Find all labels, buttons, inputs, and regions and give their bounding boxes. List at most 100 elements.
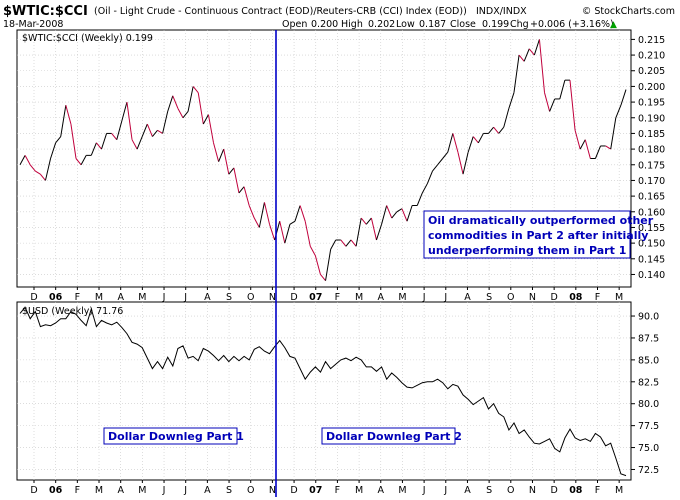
usd-x-tick-label: A [204,485,211,496]
ratio-segment [309,246,316,256]
usd-x-tick-label: A [464,485,471,496]
annotation-line-2: commodities in Part 2 after initially [428,229,648,242]
usd-x-tick-label: M [138,485,146,496]
chart-date: 18-Mar-2008 [3,19,63,30]
usd-legend: $USD (Weekly) 71.76 [22,306,123,317]
high-label: High [341,19,363,30]
ratio-segment [503,108,510,128]
ratio-gridlines [17,30,631,287]
usd-panel: 90.0 87.5 85.0 82.5 80.0 77.5 75.0 72.5 $USD (W… [16,301,659,481]
usd-y-tick-label: 90.0 [638,312,659,323]
ratio-segment [518,54,525,62]
ratio-segment [192,86,199,93]
usd-x-tick-label: J [443,485,447,496]
ratio-segment [90,142,97,156]
ratio-y-tick-label: 0.175 [638,160,665,171]
ratio-y-tick-label: 0.170 [638,176,665,187]
usd-x-tick-label: J [162,485,166,496]
ratio-panel: 0.215 0.210 0.205 0.200 0.195 0.190 0.185 0.180… [16,29,665,288]
ratio-segment [426,170,433,184]
ratio-y-tick-label: 0.205 [638,66,665,77]
ratio-segment [111,133,118,141]
ratio-segment [457,152,464,175]
symbol-title: $WTIC:$CCI [3,4,88,19]
ratio-segment [381,205,388,225]
usd-panel-frame [16,301,632,481]
ratio-segment [355,217,362,247]
ratio-x-tick-label: J [183,292,187,303]
usd-x-tick-label: D [550,485,557,496]
ratio-segment [121,101,128,122]
ratio-segment [350,239,357,247]
ratio-segment [19,155,26,166]
usd-x-tick-label: 07 [309,485,322,496]
usd-series-line [19,306,627,477]
ratio-x-tick-label: J [422,292,426,303]
usd-x-tick-label: D [30,485,37,496]
ratio-segment [218,148,225,162]
ratio-segment [162,111,169,134]
ratio-segment [472,136,479,144]
downleg-part2-box [321,427,456,445]
ratio-segment [24,155,31,166]
ratio-segment [401,208,408,222]
ratio-segment [238,186,245,194]
annotation-line-1: Oil dramatically outperformed other [428,214,654,227]
usd-x-tick-label: N [529,485,536,496]
ratio-y-tick-label: 0.160 [638,207,665,218]
high-value: 0.202 [368,19,395,30]
ratio-x-tick-label: N [529,292,536,303]
ratio-segment [325,249,332,281]
ratio-segment [253,217,260,228]
ratio-x-axis: D 06 F M A M J J A S O N D 07 F M A M J J A S O N D 08 F M [30,287,623,303]
ratio-segment [340,239,347,247]
ratio-segment [594,145,602,159]
ratio-segment [95,142,102,150]
ratio-x-tick-label: N [269,292,276,303]
ratio-x-tick-label: A [378,292,385,303]
ratio-segment [391,211,398,219]
ratio-segment [584,139,591,159]
ratio-y-tick-label: 0.145 [638,254,665,265]
chg-label: Chg [510,19,529,30]
low-label: Low [396,19,415,30]
ratio-segment [299,205,306,222]
ratio-segment [493,126,500,134]
ratio-segment [213,142,220,162]
ratio-segment [549,98,556,112]
ratio-segment [386,205,393,219]
ratio-segment [421,183,428,194]
ratio-segment [605,145,611,150]
ratio-segment [294,205,301,222]
ratio-segment [70,123,77,159]
ratio-segment [345,239,352,247]
usd-x-axis: D 06 F M A M J J A S O N D 07 F M A M J J A S O N D 08 F M [30,480,623,496]
ratio-segment [243,186,250,206]
low-value: 0.187 [419,19,446,30]
usd-x-tick-label: S [486,485,492,496]
ratio-segment [126,102,133,140]
ratio-y-tick-label: 0.140 [638,270,665,281]
watermark: © StockCharts.com [582,6,675,17]
ratio-segment [498,126,505,134]
usd-x-tick-label: J [422,485,426,496]
usd-y-tick-label: 82.5 [638,377,659,388]
usd-x-tick-label: M [355,485,363,496]
ratio-y-tick-label: 0.190 [638,113,665,124]
ratio-x-tick-label: A [464,292,471,303]
usd-x-tick-label: 06 [49,485,63,496]
usd-x-tick-label: N [269,485,276,496]
ratio-x-tick-label: M [138,292,146,303]
usd-x-tick-label: S [226,485,232,496]
ratio-segment [146,123,153,137]
ratio-segment [50,142,57,159]
ratio-segment [131,139,138,150]
ratio-segment [396,208,403,213]
ratio-segment [477,133,484,144]
ratio-segment [187,86,194,112]
ratio-segment [141,123,148,137]
downleg-part1-box [103,427,238,445]
ratio-segment [447,133,454,153]
ratio-y-tick-label: 0.150 [638,239,665,250]
usd-y-tick-label: 80.0 [638,399,659,410]
